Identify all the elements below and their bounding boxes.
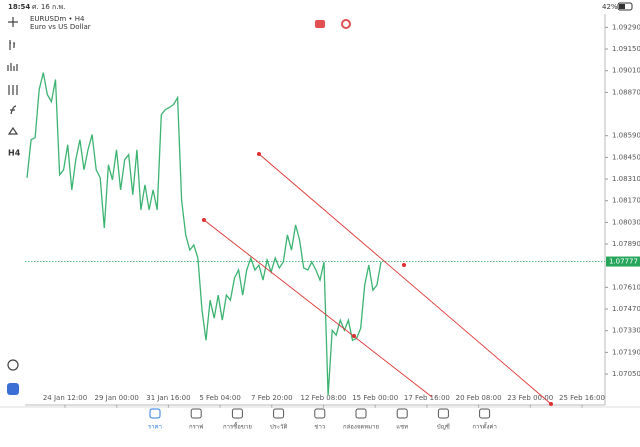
nav-label[interactable]: บัญชี bbox=[437, 423, 450, 431]
nav-label[interactable]: การตั้งค่า bbox=[472, 421, 496, 431]
trend-lines bbox=[201, 151, 554, 407]
y-tick-label: 1.07470 bbox=[612, 305, 640, 313]
flag-icon[interactable] bbox=[315, 20, 325, 28]
nav-label[interactable]: แชท bbox=[396, 424, 408, 431]
trend-line[interactable] bbox=[203, 219, 433, 398]
nav-icon[interactable] bbox=[231, 408, 243, 419]
anchor[interactable] bbox=[351, 333, 357, 339]
battery: 42% bbox=[602, 3, 618, 11]
anchor[interactable] bbox=[548, 401, 554, 407]
x-tick-label: 12 Feb 08:00 bbox=[301, 394, 347, 402]
flag-icon[interactable] bbox=[341, 19, 351, 29]
crosshair-tool[interactable] bbox=[8, 17, 18, 27]
current-price-box bbox=[606, 256, 640, 267]
y-tick-label: 1.07050 bbox=[612, 370, 640, 378]
bottom-nav: ราคา กราฟ การซื้อขาย ประวัติ ข่าว กล่องจดหมาย… bbox=[148, 408, 497, 431]
plot: 1.09290 1.09150 1.09010 1.08870 1.08590 1.084… bbox=[25, 23, 640, 408]
y-tick-label: 1.09290 bbox=[612, 23, 640, 31]
bars-tool[interactable] bbox=[7, 63, 18, 71]
battery-level bbox=[619, 4, 625, 9]
nav-icon[interactable] bbox=[437, 408, 449, 419]
objects-tool[interactable] bbox=[7, 126, 19, 135]
x-tick-label: 5 Feb 04:00 bbox=[199, 394, 240, 402]
search-tool[interactable] bbox=[7, 359, 19, 371]
x-tick-label: 17 Feb 16:00 bbox=[404, 394, 450, 402]
function-tool[interactable] bbox=[10, 105, 17, 115]
y-tick-label: 1.07610 bbox=[612, 283, 640, 291]
x-tick-label: 25 Feb 16:00 bbox=[559, 394, 605, 402]
nav-icon[interactable] bbox=[355, 408, 367, 419]
y-tick-label: 1.08870 bbox=[612, 88, 640, 96]
y-tick-label: 1.07330 bbox=[612, 327, 640, 335]
symbol[interactable]: EURUSDm • H4 bbox=[30, 15, 85, 23]
anchor[interactable] bbox=[256, 151, 262, 157]
nav-icon[interactable] bbox=[396, 408, 408, 419]
nav-icon[interactable] bbox=[479, 408, 491, 419]
x-tick-label: 31 Jan 16:00 bbox=[146, 394, 190, 402]
time: 18:54 bbox=[8, 3, 30, 11]
y-tick-label: 1.08450 bbox=[612, 153, 640, 161]
x-tick-label: 7 Feb 20:00 bbox=[251, 394, 292, 402]
x-tick-label: 23 Feb 00:00 bbox=[507, 394, 553, 402]
toolbar bbox=[7, 17, 19, 371]
nav-icon[interactable] bbox=[314, 408, 326, 419]
nav-label[interactable]: กราฟ bbox=[189, 424, 203, 431]
nav-label[interactable]: การซื้อขาย bbox=[223, 421, 252, 431]
nav-label[interactable]: ประวัติ bbox=[270, 424, 288, 431]
x-tick-label: 15 Feb 00:00 bbox=[352, 394, 398, 402]
y-tick-label: 1.07190 bbox=[612, 348, 640, 356]
price-line bbox=[26, 72, 382, 396]
x-tick-label: 24 Jan 12:00 bbox=[43, 394, 87, 402]
nav-icon[interactable] bbox=[273, 408, 285, 419]
battery-icon bbox=[617, 2, 633, 11]
app-icon[interactable] bbox=[7, 383, 19, 395]
nav-icon[interactable] bbox=[190, 408, 202, 419]
y-tick-label: 1.07890 bbox=[612, 240, 640, 248]
x-tick-label: 20 Feb 08:00 bbox=[456, 394, 502, 402]
nav-icon[interactable] bbox=[149, 408, 161, 419]
trend-line[interactable] bbox=[258, 153, 552, 405]
y-tick-label: 1.08030 bbox=[612, 218, 640, 226]
y-tick-label: 1.08590 bbox=[612, 132, 640, 140]
timeframe[interactable]: H4 bbox=[8, 149, 21, 158]
nav-label[interactable]: ข่าว bbox=[314, 424, 325, 431]
date: ศ. 16 ก.พ. bbox=[32, 3, 65, 11]
x-tick-label: 29 Jan 00:00 bbox=[95, 394, 139, 402]
indicators-tool[interactable] bbox=[8, 85, 18, 95]
anchor[interactable] bbox=[401, 262, 407, 268]
y-tick-label: 1.08310 bbox=[612, 175, 640, 183]
current-price-label: 1.07777 bbox=[609, 258, 638, 266]
candle-tool[interactable] bbox=[9, 40, 15, 50]
symbol-description: Euro vs US Dollar bbox=[30, 23, 91, 31]
nav-label[interactable]: กล่องจดหมาย bbox=[343, 424, 379, 431]
nav-label[interactable]: ราคา bbox=[148, 424, 162, 431]
y-tick-label: 1.09010 bbox=[612, 67, 640, 75]
y-tick-label: 1.09150 bbox=[612, 45, 640, 53]
anchor[interactable] bbox=[201, 217, 207, 223]
y-tick-label: 1.08170 bbox=[612, 197, 640, 205]
